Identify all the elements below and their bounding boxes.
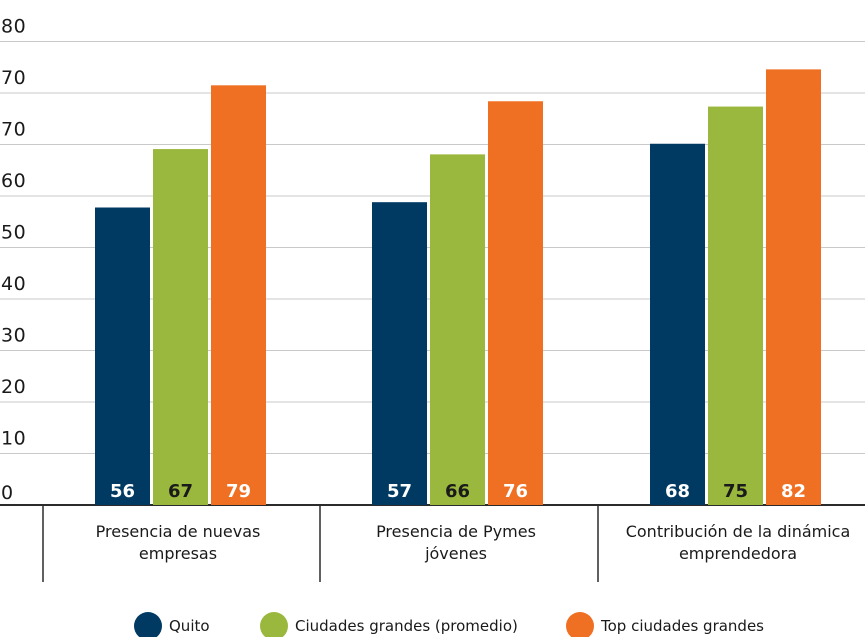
bar-value-label: 82 bbox=[781, 481, 806, 502]
bar-value-label: 68 bbox=[665, 481, 690, 502]
category-label: Contribución de la dinámica emprendedora bbox=[626, 522, 851, 563]
y-tick-label: 20 bbox=[1, 376, 26, 398]
y-tick-label: 50 bbox=[1, 222, 26, 244]
y-tick-label: 70 bbox=[1, 119, 26, 141]
legend-swatch bbox=[260, 612, 288, 637]
legend-label: Top ciudades grandes bbox=[600, 617, 764, 635]
bar-value-label: 66 bbox=[445, 481, 470, 502]
legend-swatch bbox=[134, 612, 162, 637]
bar bbox=[372, 202, 427, 505]
bars: 56 57 68 67 66 75 79 76 82 bbox=[95, 69, 821, 505]
legend: Quito Ciudades grandes (promedio) Top ciud… bbox=[134, 612, 764, 637]
y-tick-label: 70 bbox=[1, 67, 26, 89]
bar-value-label: 76 bbox=[503, 481, 528, 502]
bar bbox=[708, 106, 763, 505]
x-axis: Presencia de nuevas empresas Presencia de … bbox=[42, 505, 851, 582]
bar bbox=[766, 69, 821, 505]
y-tick-label: 60 bbox=[1, 170, 26, 192]
bar bbox=[95, 207, 150, 505]
bar-value-label: 67 bbox=[168, 481, 193, 502]
category-label: Presencia de nuevas empresas bbox=[96, 522, 261, 563]
legend-swatch bbox=[566, 612, 594, 637]
y-tick-label: 40 bbox=[1, 273, 26, 295]
y-tick-label: 30 bbox=[1, 325, 26, 347]
bar-value-label: 56 bbox=[110, 481, 135, 502]
bar bbox=[650, 143, 705, 505]
y-tick-label: 0 bbox=[1, 482, 14, 504]
bar-value-label: 57 bbox=[387, 481, 412, 502]
legend-label: Quito bbox=[169, 617, 210, 635]
bar-value-label: 75 bbox=[723, 481, 748, 502]
y-tick-label: 80 bbox=[1, 16, 26, 38]
category-label: Presencia de Pymes jóvenes bbox=[376, 522, 536, 563]
y-tick-label: 10 bbox=[1, 428, 26, 450]
bar bbox=[211, 85, 266, 505]
bar-value-label: 79 bbox=[226, 481, 251, 502]
bar bbox=[153, 149, 208, 505]
bar bbox=[488, 101, 543, 505]
legend-label: Ciudades grandes (promedio) bbox=[295, 617, 518, 635]
bar bbox=[430, 154, 485, 505]
